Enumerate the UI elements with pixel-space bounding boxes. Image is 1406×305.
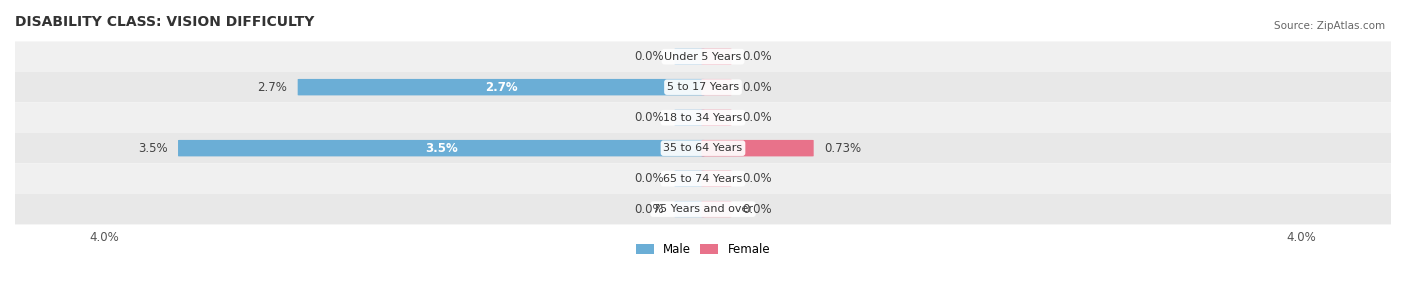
Text: 2.7%: 2.7% [485, 81, 517, 94]
FancyBboxPatch shape [702, 140, 814, 156]
Text: Source: ZipAtlas.com: Source: ZipAtlas.com [1274, 21, 1385, 31]
FancyBboxPatch shape [675, 48, 704, 65]
Text: 2.7%: 2.7% [257, 81, 287, 94]
Text: 3.5%: 3.5% [138, 142, 167, 155]
Text: 5 to 17 Years: 5 to 17 Years [666, 82, 740, 92]
FancyBboxPatch shape [702, 170, 731, 187]
FancyBboxPatch shape [702, 109, 731, 126]
FancyBboxPatch shape [13, 41, 1393, 72]
Text: 3.5%: 3.5% [425, 142, 457, 155]
Text: 0.73%: 0.73% [824, 142, 862, 155]
Text: 0.0%: 0.0% [742, 111, 772, 124]
Text: 0.0%: 0.0% [742, 203, 772, 216]
Text: 0.0%: 0.0% [742, 50, 772, 63]
Text: 75 Years and over: 75 Years and over [652, 204, 754, 214]
Text: 0.0%: 0.0% [742, 81, 772, 94]
FancyBboxPatch shape [702, 201, 731, 217]
Text: DISABILITY CLASS: VISION DIFFICULTY: DISABILITY CLASS: VISION DIFFICULTY [15, 15, 315, 29]
Legend: Male, Female: Male, Female [631, 239, 775, 261]
FancyBboxPatch shape [13, 163, 1393, 194]
Text: 65 to 74 Years: 65 to 74 Years [664, 174, 742, 184]
FancyBboxPatch shape [13, 133, 1393, 163]
Text: 0.0%: 0.0% [742, 172, 772, 185]
Text: 0.0%: 0.0% [634, 111, 664, 124]
FancyBboxPatch shape [13, 72, 1393, 102]
Text: 0.0%: 0.0% [634, 203, 664, 216]
Text: Under 5 Years: Under 5 Years [665, 52, 741, 62]
Text: 18 to 34 Years: 18 to 34 Years [664, 113, 742, 123]
FancyBboxPatch shape [13, 102, 1393, 133]
FancyBboxPatch shape [702, 79, 731, 95]
FancyBboxPatch shape [13, 194, 1393, 224]
FancyBboxPatch shape [179, 140, 704, 156]
FancyBboxPatch shape [702, 48, 731, 65]
FancyBboxPatch shape [675, 109, 704, 126]
FancyBboxPatch shape [675, 170, 704, 187]
FancyBboxPatch shape [675, 201, 704, 217]
Text: 35 to 64 Years: 35 to 64 Years [664, 143, 742, 153]
Text: 0.0%: 0.0% [634, 172, 664, 185]
Text: 0.0%: 0.0% [634, 50, 664, 63]
FancyBboxPatch shape [298, 79, 704, 95]
